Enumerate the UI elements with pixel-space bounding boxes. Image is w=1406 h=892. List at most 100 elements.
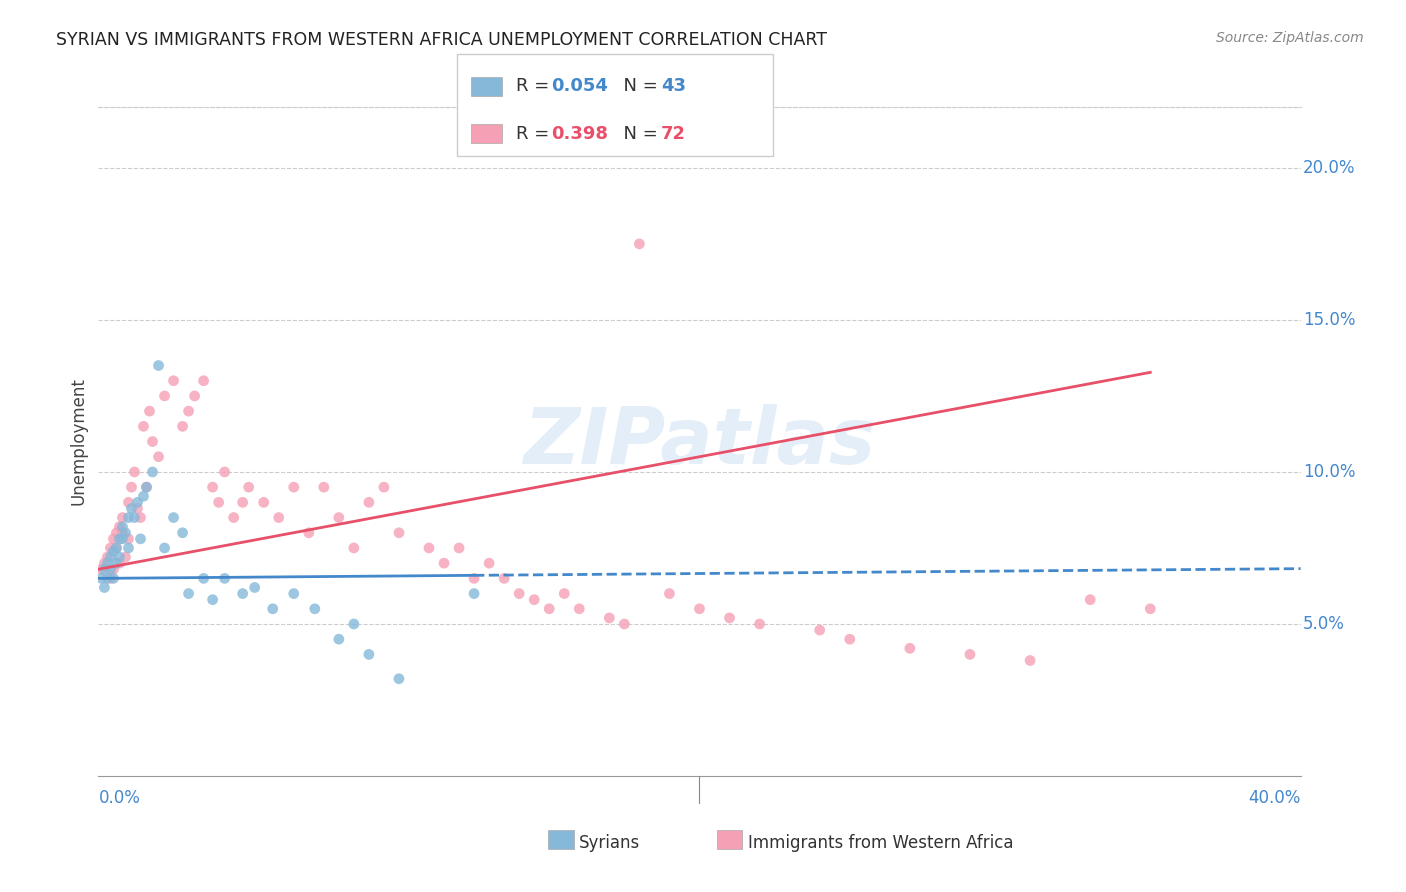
Point [100,562,122,576]
Text: 72: 72 [661,125,686,143]
Point [298,525,321,540]
Text: R =: R = [516,78,555,95]
Point [135,480,157,494]
Point [105,525,128,540]
Point [718,611,741,625]
Point [96,556,118,570]
Point [127,501,149,516]
Point [108,550,131,565]
Text: Immigrants from Western Africa: Immigrants from Western Africa [748,834,1014,852]
Point [172,525,194,540]
Point [108,556,131,570]
Point [343,617,366,632]
Point [959,648,981,662]
Point [132,419,155,434]
Point [232,586,254,600]
Point [93,556,115,570]
Point [447,541,470,555]
Point [162,510,184,524]
Point [127,495,149,509]
Point [103,532,125,546]
Point [214,571,236,585]
Point [129,510,152,524]
Point [357,648,380,662]
Point [808,623,831,637]
Point [148,450,170,464]
Text: 43: 43 [661,78,686,95]
Point [117,541,139,555]
Point [688,601,710,615]
Point [114,550,136,565]
Point [105,541,128,555]
Point [328,632,350,647]
Point [388,672,411,686]
Point [121,480,143,494]
Point [494,571,516,585]
Point [96,550,118,565]
Point [96,571,118,585]
Point [193,571,215,585]
Point [90,571,112,585]
Point [153,541,176,555]
Point [508,586,530,600]
Point [1019,653,1042,667]
Y-axis label: Unemployment: Unemployment [69,377,87,506]
Point [90,562,112,576]
Point [232,495,254,509]
Point [162,374,184,388]
Point [117,495,139,509]
Text: N =: N = [612,125,664,143]
Point [177,586,200,600]
Point [373,480,395,494]
Point [253,495,276,509]
Text: ZIPatlas: ZIPatlas [523,403,876,480]
Point [111,510,134,524]
Point [388,525,411,540]
Point [129,532,152,546]
Point [153,389,176,403]
Point [328,510,350,524]
Point [628,236,651,251]
Point [121,501,143,516]
Point [138,404,160,418]
Point [283,586,305,600]
Text: 10.0%: 10.0% [1303,463,1355,481]
Text: Syrians: Syrians [579,834,641,852]
Point [201,480,224,494]
Point [103,544,125,558]
Point [105,556,128,570]
Text: 0.398: 0.398 [551,125,609,143]
Point [208,495,231,509]
Text: 40.0%: 40.0% [1249,789,1301,807]
Point [478,556,501,570]
Point [598,611,620,625]
Point [463,586,485,600]
Point [267,510,290,524]
Point [141,434,163,449]
Point [100,541,122,555]
Point [111,532,134,546]
Point [141,465,163,479]
Point [100,550,122,565]
Point [238,480,260,494]
Point [117,532,139,546]
Point [201,592,224,607]
Point [172,419,194,434]
Point [1139,601,1161,615]
Point [658,586,681,600]
Point [1078,592,1101,607]
Text: 0.054: 0.054 [551,78,607,95]
Point [108,532,131,546]
Point [418,541,440,555]
Point [105,541,128,555]
Point [100,571,122,585]
Point [103,571,125,585]
Point [838,632,860,647]
Point [553,586,575,600]
Point [124,510,146,524]
Point [243,581,266,595]
Point [117,510,139,524]
Point [262,601,284,615]
Point [748,617,770,632]
Point [898,641,921,656]
